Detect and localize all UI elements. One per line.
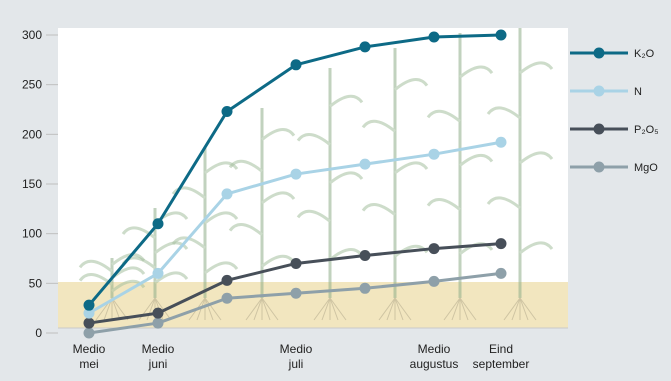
- plant: [486, 28, 554, 321]
- data-point: [83, 307, 95, 319]
- data-point: [290, 287, 302, 299]
- data-point: [428, 31, 440, 43]
- data-point: [495, 29, 507, 41]
- x-tick-label: Medio juni: [142, 342, 175, 371]
- series: [83, 136, 507, 319]
- y-tick-label: 0: [35, 326, 42, 340]
- data-point: [359, 282, 371, 294]
- x-tick-label: Medio mei: [73, 342, 106, 371]
- data-point: [290, 59, 302, 71]
- series: [83, 29, 507, 311]
- y-axis: 0 50 100 150 200 250 300: [22, 28, 58, 340]
- y-tick-label: 100: [22, 227, 42, 241]
- y-tick-label: 250: [22, 78, 42, 92]
- y-tick-label: 300: [22, 28, 42, 42]
- legend-marker: [593, 85, 605, 97]
- data-point: [359, 250, 371, 262]
- legend-label: K₂O: [634, 48, 655, 60]
- legend-item: K₂O: [570, 47, 655, 60]
- legend: K₂O N P₂O₅ MgO: [570, 47, 659, 174]
- data-point: [152, 307, 164, 319]
- series-layer: [83, 29, 507, 339]
- data-point: [221, 188, 233, 200]
- plot-area: [58, 28, 568, 328]
- data-point: [495, 238, 507, 250]
- data-point: [83, 317, 95, 329]
- plant: [426, 33, 494, 321]
- series: [83, 267, 507, 339]
- data-point: [221, 105, 233, 117]
- data-point: [290, 168, 302, 180]
- data-point: [83, 299, 95, 311]
- legend-label: N: [634, 86, 642, 98]
- plant: [171, 148, 239, 321]
- x-tick-label: Eind september: [473, 342, 530, 371]
- legend-label: P₂O₅: [634, 124, 659, 136]
- data-point: [428, 275, 440, 287]
- x-tick-label: Medio augustus: [410, 342, 459, 371]
- data-point: [221, 274, 233, 286]
- data-point: [152, 218, 164, 230]
- soil-band: [58, 282, 568, 328]
- legend-label: MgO: [634, 162, 658, 174]
- data-point: [359, 41, 371, 53]
- legend-marker: [593, 47, 605, 59]
- legend-marker: [593, 123, 605, 135]
- y-tick-label: 50: [29, 276, 43, 290]
- legend-item: MgO: [570, 161, 658, 174]
- data-point: [428, 148, 440, 160]
- data-point: [152, 267, 164, 279]
- data-point: [221, 292, 233, 304]
- data-point: [83, 327, 95, 339]
- x-axis: Medio mei Medio juni Medio juli Medio augustus E…: [73, 342, 530, 371]
- data-point: [290, 257, 302, 269]
- legend-item: N: [570, 85, 642, 98]
- series: [83, 238, 507, 329]
- data-point: [495, 136, 507, 148]
- data-point: [428, 243, 440, 255]
- legend-item: P₂O₅: [570, 123, 659, 136]
- data-point: [359, 158, 371, 170]
- x-tick-label: Medio juli: [280, 342, 313, 371]
- data-point: [495, 267, 507, 279]
- data-point: [152, 317, 164, 329]
- legend-marker: [593, 161, 605, 173]
- y-tick-label: 200: [22, 127, 42, 141]
- y-tick-label: 150: [22, 177, 42, 191]
